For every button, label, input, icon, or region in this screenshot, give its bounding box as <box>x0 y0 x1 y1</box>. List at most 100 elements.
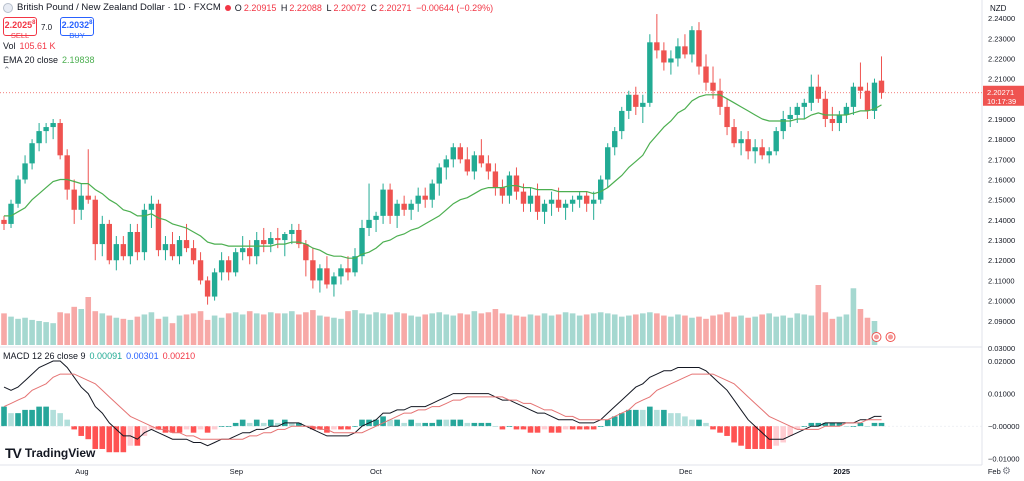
candle-body <box>289 229 295 235</box>
candle-body <box>127 231 134 257</box>
macd-histogram-bar <box>829 422 836 427</box>
candle-body <box>218 260 225 273</box>
macd-histogram-bar <box>78 426 85 436</box>
candle-body <box>766 151 772 156</box>
candle-body <box>324 268 330 285</box>
macd-histogram-bar <box>850 426 857 427</box>
legend-collapse[interactable]: ⌃ <box>3 64 11 76</box>
macd-histogram-bar <box>345 426 351 430</box>
macd-histogram-bar <box>204 426 211 433</box>
candle-body <box>583 195 590 204</box>
volume-bar <box>717 314 723 345</box>
macd-histogram-bar <box>857 422 864 427</box>
candle-body <box>794 106 800 115</box>
macd-histogram-bar <box>618 413 625 427</box>
candle-body <box>352 256 358 273</box>
grid <box>0 0 983 466</box>
ohlc-values: O 2.20915 H 2.22088 L 2.20072 C 2.20271 −0.0… <box>235 2 495 14</box>
volume-bar <box>864 317 871 345</box>
candle-body <box>261 240 267 245</box>
macd-histogram-bar <box>752 426 758 449</box>
macd-histogram-bar <box>871 422 878 427</box>
macd-histogram-bar <box>794 426 801 430</box>
volume-bar <box>85 297 92 345</box>
candle-body <box>836 114 843 124</box>
macd-histogram-bar <box>520 426 527 430</box>
price-tick-label: 2.24000 <box>988 14 1015 23</box>
candle-body <box>541 203 548 212</box>
candle-body <box>366 219 372 228</box>
price-tick-label: 2.19000 <box>988 115 1015 124</box>
macd-histogram-bar <box>253 419 260 427</box>
volume-bar <box>289 311 295 345</box>
volume-bar <box>450 315 457 345</box>
macd-histogram-bar <box>218 426 225 427</box>
price-tick-label: 2.09000 <box>988 317 1015 326</box>
volume-bar <box>836 316 843 345</box>
buy-button[interactable]: 2.20328 BUY <box>60 17 94 40</box>
candle-body <box>661 50 667 63</box>
volume-bar <box>176 315 183 345</box>
candle-body <box>598 179 604 200</box>
candle-body <box>576 195 583 200</box>
volume-bar <box>829 318 836 345</box>
sell-price-sup: 8 <box>32 20 36 26</box>
macd-histogram-bar <box>787 426 794 436</box>
candle-body <box>717 90 723 107</box>
macd-legend[interactable]: MACD 12 26 close 9 0.00091 0.00301 0.002… <box>3 350 195 362</box>
macd-histogram-bar <box>843 426 850 427</box>
candle-body <box>296 229 302 245</box>
symbol-title[interactable]: British Pound / New Zealand Dollar · 1D … <box>17 2 221 13</box>
volume-bar <box>359 313 365 345</box>
volume-bar <box>541 313 548 345</box>
macd-histogram-bar <box>590 426 597 430</box>
low-value: 2.20072 <box>333 3 366 13</box>
ema-legend[interactable]: EMA 20 close 2.19838 <box>3 54 95 66</box>
change-value: −0.00644 (−0.29%) <box>416 3 494 13</box>
gear-icon[interactable]: ⚙ <box>1002 466 1011 477</box>
tradingview-logo[interactable]: TV TradingView <box>5 445 95 461</box>
macd-histogram-bar <box>745 426 751 449</box>
sell-button[interactable]: 2.20258 SELL <box>3 17 37 40</box>
volume-bar <box>246 311 253 345</box>
macd-histogram-bar <box>246 422 253 427</box>
volume-bar <box>668 316 674 345</box>
volume-bar <box>282 313 288 345</box>
macd-histogram-bar <box>113 426 120 453</box>
high-value: 2.22088 <box>289 3 322 13</box>
volume-legend[interactable]: Vol 105.61 K <box>3 40 56 52</box>
candle-body <box>478 155 485 164</box>
volume-bar <box>43 322 49 345</box>
volume-bar <box>710 315 716 345</box>
macd-histogram-bar <box>310 426 316 430</box>
price-tick-label: 2.15000 <box>988 196 1015 205</box>
macd-histogram-bar <box>731 426 737 443</box>
macd-histogram-bar <box>57 413 63 427</box>
volume-bar <box>394 312 400 345</box>
macd-histogram-bar <box>36 406 42 427</box>
macd-histogram-bar <box>499 426 506 430</box>
symbol-row[interactable]: British Pound / New Zealand Dollar · 1D … <box>3 2 495 14</box>
price-tick-label: 2.11000 <box>988 276 1015 285</box>
ema-line <box>4 94 882 259</box>
volume-bar <box>57 312 63 345</box>
candle-body <box>36 131 42 144</box>
candle-body <box>8 203 14 224</box>
ema-label: EMA 20 close <box>3 55 59 65</box>
volume-bar <box>366 314 372 345</box>
market-status-icon <box>224 5 231 11</box>
macd-histogram-bar <box>647 406 653 427</box>
macd-histogram-bar <box>64 419 70 427</box>
volume-bar <box>190 313 197 345</box>
volume-bar <box>780 315 787 345</box>
volume-value: 105.61 K <box>19 41 56 51</box>
macd-histogram-bar <box>780 426 787 443</box>
macd-histogram-bar <box>436 419 443 427</box>
macd-line <box>3 360 882 447</box>
candle-body <box>338 268 344 277</box>
volume-bar <box>738 315 744 345</box>
volume-bar <box>555 314 562 345</box>
volume-bar <box>429 313 436 345</box>
macd-histogram-bar <box>562 426 569 430</box>
